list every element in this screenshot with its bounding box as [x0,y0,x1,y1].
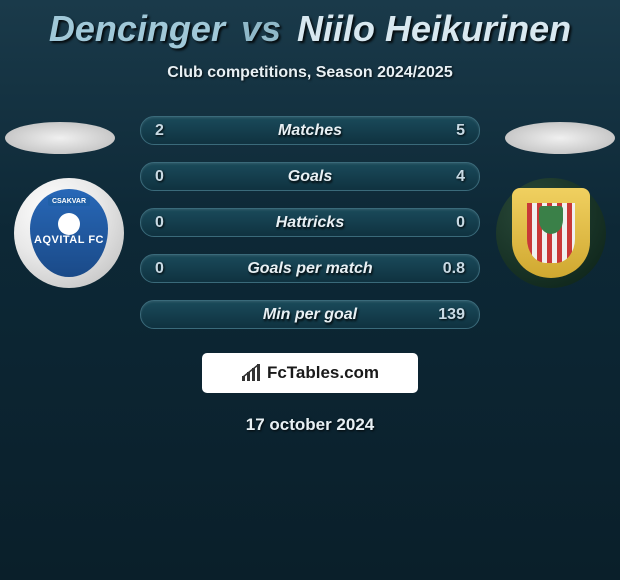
club-left-top-text: CSAKVAR [48,197,90,206]
stat-label: Hattricks [276,214,344,232]
stat-row-hattricks: 0 Hattricks 0 [140,208,480,237]
stat-label: Min per goal [263,306,357,324]
bar-chart-icon [241,364,263,382]
branding-text: FcTables.com [267,363,379,383]
stat-left-value: 0 [155,214,189,232]
club-left-main-text: AQVITAL FC [34,234,104,246]
stat-row-goals-per-match: 0 Goals per match 0.8 [140,254,480,283]
stat-label: Matches [278,122,342,140]
player2-avatar-placeholder [505,122,615,154]
stat-right-value: 0 [431,214,465,232]
stat-row-min-per-goal: Min per goal 139 [140,300,480,329]
player1-avatar-placeholder [5,122,115,154]
stat-right-value: 139 [431,306,465,324]
stat-right-value: 5 [431,122,465,140]
player1-name: Dencinger [49,8,225,49]
stat-right-value: 0.8 [431,260,465,278]
club-badge-left: CSAKVAR AQVITAL FC [14,178,124,288]
stat-label: Goals [288,168,332,186]
stat-row-matches: 2 Matches 5 [140,116,480,145]
club-left-shield: CSAKVAR AQVITAL FC [30,189,108,277]
date-text: 17 october 2024 [0,415,620,435]
subtitle: Club competitions, Season 2024/2025 [0,64,620,82]
comparison-title: Dencinger vs Niilo Heikurinen [0,0,620,50]
branding-box: FcTables.com [202,353,418,393]
stat-left-value: 0 [155,260,189,278]
stat-right-value: 4 [431,168,465,186]
club-right-crest [539,206,563,234]
stat-row-goals: 0 Goals 4 [140,162,480,191]
soccer-ball-icon [58,213,80,235]
club-right-shield [512,188,590,278]
stat-left-value: 2 [155,122,189,140]
stat-label: Goals per match [247,260,372,278]
stat-left-value: 0 [155,168,189,186]
vs-text: vs [241,8,281,49]
club-badge-right [496,178,606,288]
player2-name: Niilo Heikurinen [297,8,571,49]
